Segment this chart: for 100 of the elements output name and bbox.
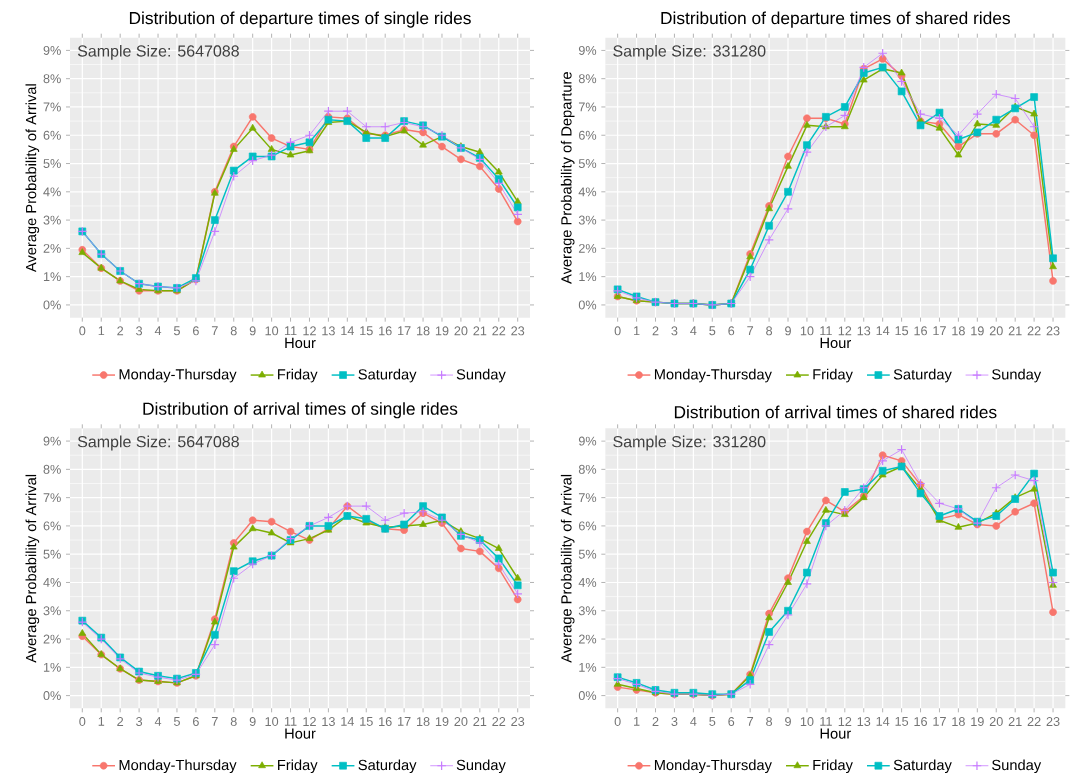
x-tick-label: 21 (1008, 326, 1022, 336)
x-tick-label: 11 (820, 326, 832, 335)
legend-label: Friday (278, 759, 318, 773)
x-tick-label: 19 (435, 716, 449, 726)
x-tick-label: 9 (785, 716, 791, 726)
y-tick-label: 3% (578, 215, 597, 225)
x-tick-label: 5 (173, 326, 180, 336)
x-tick-label: 12 (838, 326, 852, 336)
y-tick-label: 4% (578, 187, 597, 197)
y-tick-label: 8% (43, 74, 61, 83)
x-tick-label: 14 (876, 326, 890, 335)
x-tick-label: 8 (766, 716, 773, 726)
x-tick-label: 22 (492, 326, 506, 336)
x-axis-title: Hour (820, 728, 851, 739)
y-tick-label: 6% (43, 521, 61, 531)
x-tick-label: 0 (79, 716, 86, 726)
x-tick-label: 8 (766, 326, 773, 336)
x-tick-label: 4 (690, 716, 697, 726)
legend-label: Sunday (456, 368, 506, 383)
legend-label: Monday-Thursday (119, 759, 237, 773)
x-tick-label: 13 (322, 716, 335, 726)
x-tick-label: 9 (249, 716, 256, 726)
y-tick-label: 8% (578, 464, 597, 474)
x-tick-label: 5 (709, 716, 716, 726)
y-tick-label: 2% (43, 634, 61, 644)
x-tick-label: 0 (614, 716, 621, 726)
x-tick-label: 3 (671, 716, 678, 726)
x-tick-label: 3 (671, 326, 678, 336)
legend-label: Saturday (358, 368, 417, 383)
x-tick-label: 15 (895, 716, 909, 726)
x-tick-label: 5 (709, 326, 716, 336)
y-tick-label: 0% (578, 690, 597, 700)
x-tick-label: 7 (211, 716, 218, 726)
y-tick-label: 3% (578, 606, 597, 616)
legend-label: Friday (813, 368, 853, 383)
y-axis-title: Average Probability of Arrival (25, 474, 40, 663)
x-tick-label: 2 (117, 716, 124, 726)
y-tick-label: 7% (578, 493, 597, 502)
y-axis-title: Average Probability of Departure (560, 71, 575, 284)
x-tick-label: 10 (800, 716, 814, 726)
x-tick-label: 10 (265, 716, 279, 726)
legend-label: Saturday (893, 368, 952, 383)
x-tick-label: 10 (800, 326, 814, 336)
x-tick-label: 19 (971, 326, 984, 336)
y-tick-label: 7% (578, 102, 597, 112)
x-tick-label: 0 (614, 326, 621, 336)
x-tick-label: 13 (857, 326, 871, 336)
x-tick-label: 22 (1027, 326, 1041, 336)
x-tick-label: 20 (454, 326, 468, 336)
x-tick-label: 1 (98, 326, 105, 335)
y-tick-label: 8% (578, 74, 597, 83)
x-tick-label: 17 (398, 716, 411, 726)
y-tick-label: 5% (43, 549, 61, 559)
y-tick-label: 9% (43, 45, 61, 55)
x-tick-label: 23 (511, 716, 525, 726)
x-tick-label: 7 (747, 716, 754, 726)
x-tick-label: 12 (838, 716, 852, 726)
x-tick-label: 0 (79, 326, 86, 336)
x-tick-label: 6 (193, 716, 199, 726)
x-tick-label: 22 (492, 716, 506, 726)
y-tick-label: 6% (43, 130, 61, 140)
x-tick-label: 13 (857, 716, 871, 726)
x-tick-label: 20 (989, 326, 1003, 336)
legend-label: Monday-Thursday (654, 759, 772, 773)
x-tick-label: 17 (933, 326, 946, 335)
x-tick-label: 6 (728, 326, 735, 336)
annotation: Sample Size: 5647088 (77, 44, 239, 60)
x-tick-label: 10 (265, 326, 279, 336)
y-tick-label: 3% (43, 215, 61, 225)
x-tick-label: 20 (454, 716, 468, 726)
y-tick-label: 1% (43, 272, 61, 281)
x-tick-label: 1 (98, 716, 105, 726)
x-tick-label: 13 (322, 326, 335, 336)
y-tick-label: 7% (43, 493, 61, 502)
y-tick-label: 1% (43, 662, 61, 672)
x-tick-label: 16 (914, 716, 928, 726)
x-tick-label: 21 (1008, 716, 1022, 726)
x-tick-label: 11 (284, 716, 297, 726)
x-tick-label: 22 (1027, 716, 1041, 726)
x-tick-label: 6 (728, 716, 735, 726)
x-tick-label: 2 (117, 326, 124, 336)
annotation: Sample Size: 331280 (613, 435, 766, 451)
y-tick-label: 9% (43, 436, 61, 446)
y-tick-label: 4% (43, 577, 61, 587)
x-tick-label: 1 (634, 716, 640, 726)
annotation: Sample Size: 331280 (613, 44, 766, 60)
legend-label: Sunday (992, 759, 1042, 773)
x-tick-label: 4 (154, 326, 162, 335)
legend-label: Friday (278, 368, 318, 383)
x-tick-label: 16 (914, 326, 928, 336)
y-tick-label: 2% (578, 634, 597, 644)
x-axis-title: Hour (285, 337, 316, 348)
y-axis-title: Average Probability of Arrival (25, 84, 40, 272)
x-tick-label: 23 (1046, 716, 1060, 726)
y-tick-label: 0% (43, 690, 61, 700)
x-tick-label: 2 (652, 716, 659, 726)
y-tick-label: 6% (578, 521, 597, 531)
x-axis-title: Hour (820, 337, 851, 348)
y-tick-label: 9% (578, 45, 597, 55)
x-tick-label: 8 (230, 716, 237, 726)
